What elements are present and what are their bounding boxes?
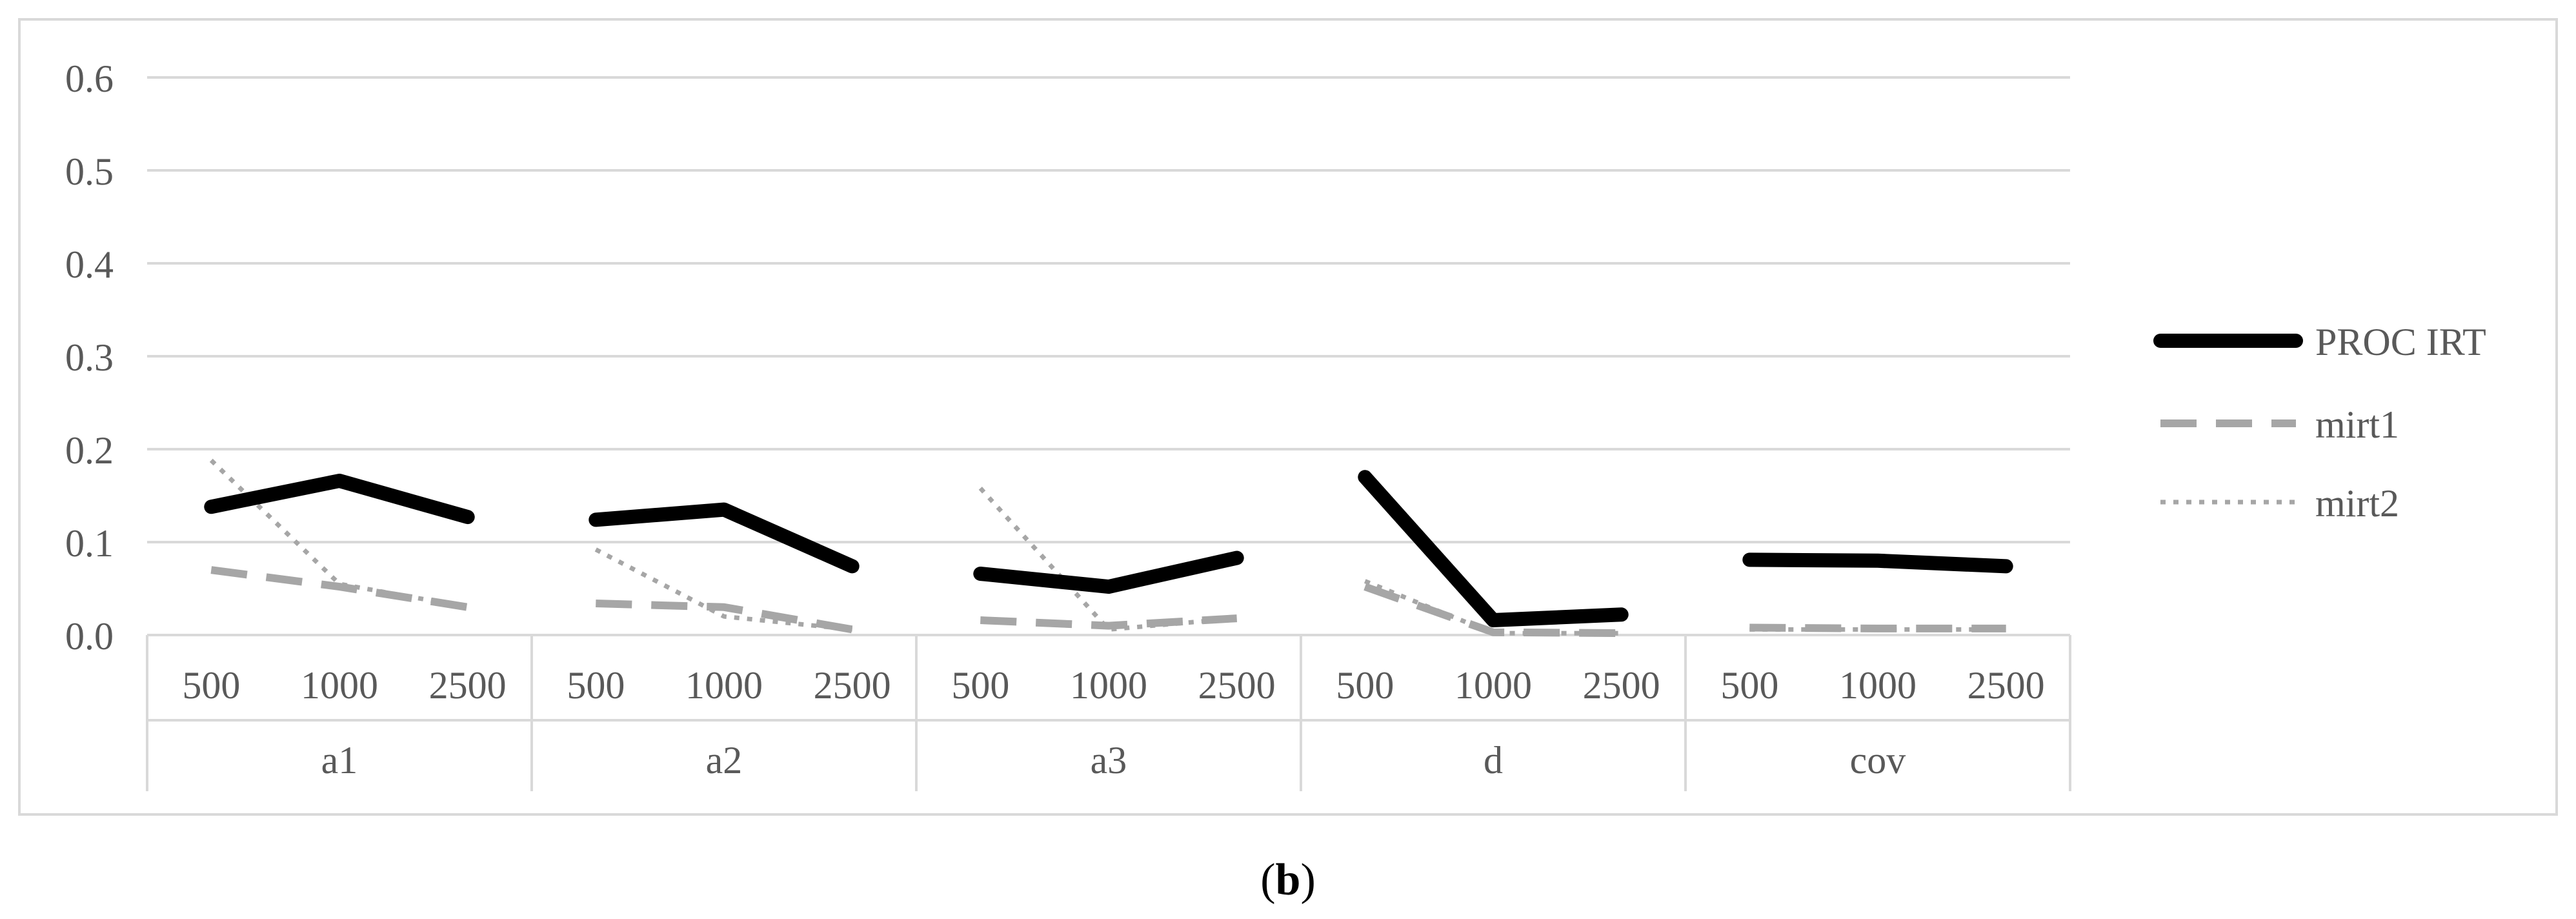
axis-layer: 0.0 0.1 0.2 0.3 0.4 0.5 0.6 500 1000 2500 a1 500 100… (65, 57, 2071, 791)
series-mirt2-line-a2 (594, 547, 853, 632)
group-label-a3: a3 (1091, 739, 1127, 782)
x-tick-label: 500 (951, 664, 1009, 707)
y-tick-label: 0.0 (65, 615, 114, 658)
x-tick-label: 500 (567, 664, 625, 707)
caption-open: ( (1260, 855, 1276, 905)
x-tick-label: 2500 (1967, 664, 2045, 707)
x-tick-label: 1000 (685, 664, 763, 707)
x-tick-label: 2500 (814, 664, 891, 707)
group-label-a2: a2 (706, 739, 743, 782)
legend-label-mirt1: mirt1 (2315, 403, 2399, 446)
group-label-cov: cov (1850, 739, 1906, 782)
series-layer (204, 458, 2013, 638)
y-tick-label: 0.1 (65, 522, 114, 565)
grid-layer (147, 76, 2070, 636)
series-mirt1-line-d (1363, 583, 1622, 638)
series-mirt1-line-a3 (980, 614, 1238, 630)
caption-label: b (1275, 855, 1301, 905)
series-proc-irt-line-a1 (204, 474, 475, 525)
figure-caption: (b) (0, 854, 2576, 906)
series-mirt2-line-d (1363, 579, 1622, 636)
y-tick-label: 0.3 (65, 336, 114, 379)
group-label-a1: a1 (321, 739, 358, 782)
chart-svg: 0.0 0.1 0.2 0.3 0.4 0.5 0.6 500 1000 2500 a1 500 100… (65, 57, 2486, 791)
y-tick-label: 0.2 (65, 429, 114, 472)
group-label-d: d (1484, 739, 1503, 782)
y-tick-label: 0.5 (65, 150, 114, 193)
legend-label-mirt2: mirt2 (2315, 482, 2399, 525)
x-tick-label: 1000 (1070, 664, 1147, 707)
series-proc-irt-line-a2 (589, 502, 860, 574)
x-tick-label: 500 (1336, 664, 1394, 707)
series-proc-irt-line-cov (1742, 552, 2013, 574)
series-mirt2-line-a3 (978, 487, 1238, 632)
x-tick-label: 500 (1720, 664, 1778, 707)
series-mirt1-line-a1 (210, 566, 468, 611)
series-mirt1-line-a2 (596, 600, 853, 634)
series-proc-irt-line-a3 (973, 550, 1244, 594)
x-tick-label: 2500 (1583, 664, 1660, 707)
x-tick-label: 2500 (429, 664, 507, 707)
x-tick-label: 2500 (1198, 664, 1276, 707)
y-tick-label: 0.6 (65, 57, 114, 100)
y-tick-label: 0.4 (65, 243, 114, 286)
x-tick-label: 1000 (1454, 664, 1532, 707)
x-tick-label: 1000 (1839, 664, 1917, 707)
chart-frame (18, 18, 2558, 816)
series-mirt1-line-cov (1749, 623, 2006, 632)
legend-layer: PROC IRT mirt1 mirt2 (2153, 321, 2486, 525)
x-tick-label: 500 (182, 664, 240, 707)
legend-label-proc-irt: PROC IRT (2315, 321, 2486, 363)
caption-close: ) (1300, 855, 1316, 905)
x-tick-label: 1000 (301, 664, 378, 707)
series-proc-irt-line-d (1358, 470, 1629, 627)
